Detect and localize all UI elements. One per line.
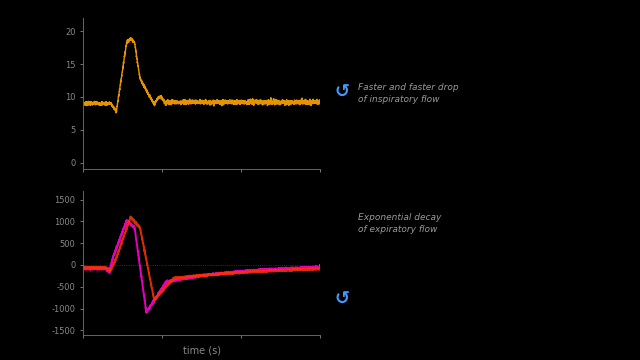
Text: ↺: ↺	[335, 83, 350, 101]
Text: Exponential decay
of expiratory flow: Exponential decay of expiratory flow	[358, 213, 442, 234]
X-axis label: time (s): time (s)	[182, 345, 221, 355]
Text: ↺: ↺	[335, 290, 350, 308]
Text: Faster and faster drop
of inspiratory flow: Faster and faster drop of inspiratory fl…	[358, 83, 459, 104]
